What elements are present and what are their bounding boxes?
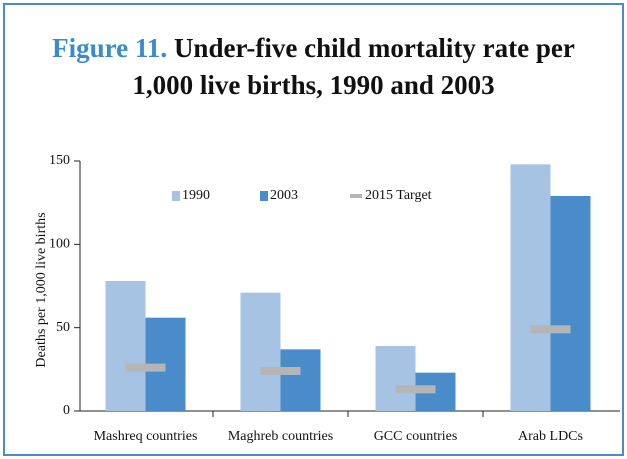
y-tick-label: 100 [49,237,70,252]
legend-label: 2003 [270,188,298,203]
title-text: Under-five child mortality rate per 1,00… [132,33,575,100]
target-marker [530,325,571,334]
y-axis-label: Deaths per 1,000 live births [34,212,49,367]
bar [240,292,281,411]
target-marker [125,363,166,372]
target-marker [395,385,436,394]
bar [375,346,416,411]
y-tick-label: 50 [56,320,70,335]
bar [550,196,591,411]
legend-swatch [350,194,362,198]
x-tick-label: Maghreb countries [228,429,333,444]
legend-label: 1990 [182,188,210,203]
bar [280,349,321,411]
legend-label: 2015 Target [365,188,432,203]
legend-swatch [260,191,268,201]
bar [105,281,146,411]
x-tick-label: GCC countries [374,429,458,444]
legend-swatch [172,191,180,201]
frame [3,3,624,456]
chart-title: Figure 11. Under-five child mortality ra… [40,30,587,104]
target-marker [260,367,301,375]
x-tick-label: Arab LDCs [518,429,583,444]
y-tick-label: 0 [63,403,70,418]
y-tick-label: 150 [49,153,70,168]
bar [510,164,551,411]
x-tick-label: Mashreq countries [94,429,198,444]
figure-label: Figure 11. [52,33,168,63]
